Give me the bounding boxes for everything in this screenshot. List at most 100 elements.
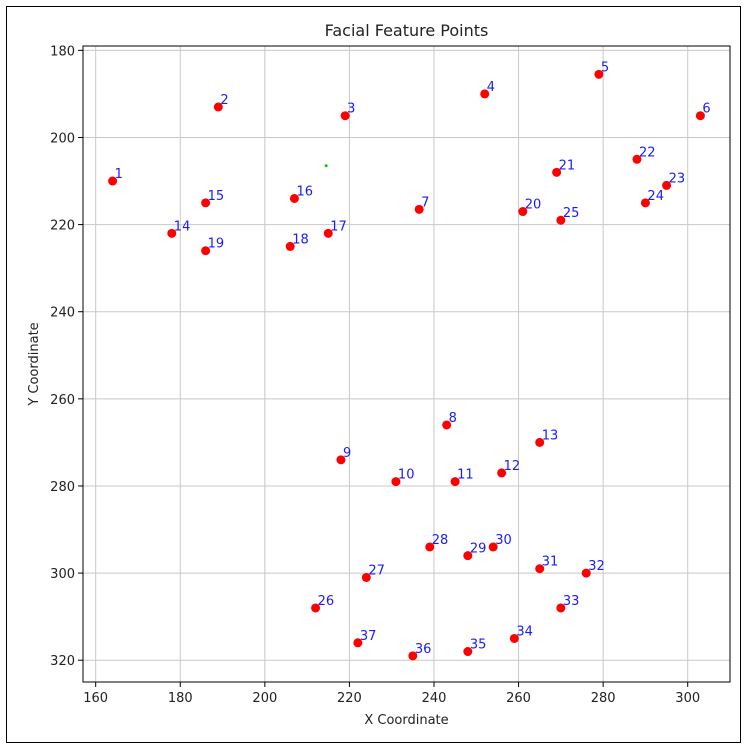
feature-point [552, 167, 562, 177]
feature-point-label: 24 [647, 189, 664, 204]
feature-point [408, 651, 418, 661]
feature-point [391, 477, 401, 487]
x-axis-label: X Coordinate [364, 713, 448, 728]
feature-point-label: 29 [470, 542, 487, 557]
chart-frame [6, 6, 741, 743]
feature-point-label: 5 [601, 60, 609, 75]
feature-point [289, 193, 299, 203]
feature-point-label: 3 [347, 102, 355, 117]
y-tick-label: 200 [50, 131, 75, 146]
feature-point [311, 603, 321, 613]
feature-point [640, 198, 650, 208]
y-tick-label: 240 [50, 306, 75, 321]
feature-point-label: 16 [296, 184, 313, 199]
feature-point-label: 34 [516, 624, 533, 639]
feature-point [340, 111, 350, 121]
feature-point-label: 26 [318, 594, 335, 609]
y-tick-label: 260 [50, 393, 75, 408]
feature-point [581, 568, 591, 578]
points-layer [108, 69, 705, 661]
feature-point [463, 647, 473, 657]
feature-point-label: 35 [470, 638, 487, 653]
feature-point-label: 21 [559, 158, 576, 173]
feature-point [518, 207, 528, 217]
feature-point [480, 89, 490, 99]
x-tick-label: 280 [591, 691, 616, 706]
feature-point [213, 102, 223, 112]
feature-point [556, 215, 566, 225]
y-axis-label: Y Coordinate [27, 322, 42, 406]
feature-point-label: 18 [292, 232, 309, 247]
feature-point [556, 603, 566, 613]
feature-point-label: 15 [208, 189, 225, 204]
feature-point [414, 204, 424, 214]
feature-point-label: 19 [208, 237, 225, 252]
feature-point-label: 1 [115, 167, 123, 182]
x-tick-label: 260 [506, 691, 531, 706]
feature-point [535, 564, 545, 574]
feature-point [463, 551, 473, 561]
feature-point-label: 10 [398, 468, 415, 483]
y-tick-label: 220 [50, 219, 75, 234]
x-tick-label: 220 [337, 691, 362, 706]
feature-point [201, 198, 211, 208]
feature-point-label: 11 [457, 468, 474, 483]
feature-point [535, 437, 545, 447]
feature-point [497, 468, 507, 478]
feature-point [450, 477, 460, 487]
feature-point [201, 246, 211, 256]
x-tick-label: 240 [422, 691, 447, 706]
feature-point-label: 20 [525, 198, 542, 213]
feature-point-label: 14 [174, 219, 191, 234]
x-tick-label: 160 [83, 691, 108, 706]
feature-point [336, 455, 346, 465]
plot-area-border [82, 45, 731, 683]
feature-point [632, 154, 642, 164]
feature-point [695, 111, 705, 121]
feature-point-label: 13 [542, 428, 559, 443]
feature-point [167, 228, 177, 238]
feature-point-label: 31 [542, 555, 559, 570]
feature-point-label: 27 [368, 563, 385, 578]
chart-title: Facial Feature Points [325, 21, 489, 40]
feature-point [594, 69, 604, 79]
grid-layer [83, 46, 730, 682]
feature-point [442, 420, 452, 430]
feature-point [353, 638, 363, 648]
feature-point-label: 7 [421, 195, 429, 210]
feature-point-label: 8 [449, 411, 457, 426]
y-tick-label: 180 [50, 44, 75, 59]
feature-point-label: 23 [669, 171, 686, 186]
feature-point-label: 12 [504, 459, 521, 474]
x-tick-label: 200 [252, 691, 277, 706]
feature-point-label: 6 [702, 102, 710, 117]
feature-point-label: 32 [588, 559, 605, 574]
feature-point [285, 241, 295, 251]
feature-point [488, 542, 498, 552]
feature-point [361, 572, 371, 582]
feature-point [108, 176, 118, 186]
feature-point-label: 22 [639, 145, 656, 160]
y-tick-label: 300 [50, 567, 75, 582]
feature-point-label: 4 [487, 80, 495, 95]
y-tick-label: 320 [50, 654, 75, 669]
feature-point [509, 633, 519, 643]
feature-point [323, 228, 333, 238]
feature-point-label: 2 [220, 93, 228, 108]
y-tick-label: 280 [50, 480, 75, 495]
feature-point-label: 37 [360, 629, 377, 644]
extra-point [324, 164, 328, 168]
x-tick-label: 180 [168, 691, 193, 706]
feature-point-label: 25 [563, 206, 580, 221]
feature-point-label: 28 [432, 533, 449, 548]
feature-point-label: 33 [563, 594, 580, 609]
feature-point-label: 30 [495, 533, 512, 548]
feature-point-label: 17 [330, 219, 347, 234]
feature-point-label: 9 [343, 446, 351, 461]
feature-point-label: 36 [415, 642, 432, 657]
tick-layer: 160 180 200 220 240 260 280 3001802002202402602… [50, 44, 700, 706]
feature-point [425, 542, 435, 552]
x-tick-label: 300 [675, 691, 700, 706]
